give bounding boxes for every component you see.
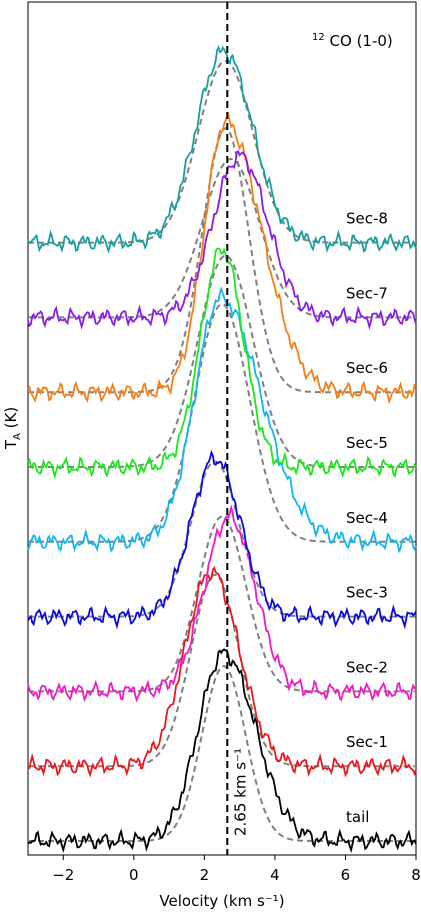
- x-axis: −2 0 2 4 6 8: [52, 855, 421, 884]
- series-label-sec-7: Sec-7: [346, 284, 388, 302]
- series-label-tail: tail: [346, 808, 369, 826]
- y-axis-label-symbol: T: [2, 439, 20, 450]
- plot-area: 2.65 km s⁻¹ tail Sec-1 Sec-2 Sec-3 Sec-4 Sec-…: [27, 1, 417, 856]
- spectrum-tail: [27, 648, 417, 854]
- molecule-isotope-superscript: 12: [312, 32, 325, 43]
- x-tick-label: 6: [341, 866, 351, 884]
- spectrum-sec-5: [27, 247, 417, 480]
- x-tick-label: −2: [52, 866, 74, 884]
- fit-curve-sec-7: [28, 157, 416, 319]
- molecule-label: 12 CO (1-0): [312, 26, 393, 50]
- series-label-sec-6: Sec-6: [346, 359, 388, 377]
- x-axis-label: Velocity (km s⁻¹): [159, 892, 284, 910]
- series-label-sec-4: Sec-4: [346, 509, 388, 527]
- spectrum-sec-1: [27, 566, 417, 778]
- x-tick-label: 2: [200, 866, 210, 884]
- x-tick-label: 8: [411, 866, 421, 884]
- x-tick-label: 4: [270, 866, 280, 884]
- series-labels: tail Sec-1 Sec-2 Sec-3 Sec-4 Sec-5 Sec-6 Sec-7 S…: [346, 210, 388, 826]
- x-tick-label: 0: [129, 866, 139, 884]
- plot-frame: [27, 1, 417, 856]
- systemic-velocity-label: 2.65 km s⁻¹: [231, 748, 249, 836]
- fit-curve-sec-6: [28, 127, 416, 394]
- spectrum-sec-4: [27, 286, 417, 554]
- observed-spectra: [27, 45, 417, 854]
- y-axis-label-unit: (K): [2, 407, 20, 433]
- spectrum-sec-7: [27, 149, 417, 330]
- series-label-sec-2: Sec-2: [346, 658, 388, 676]
- series-label-sec-8: Sec-8: [346, 210, 388, 228]
- fit-curve-sec-4: [28, 303, 416, 543]
- y-axis-label-subscript: A: [12, 433, 23, 440]
- spectrum-sec-8: [27, 45, 417, 254]
- spectrum-sec-3: [27, 449, 417, 630]
- series-label-sec-3: Sec-3: [346, 584, 388, 602]
- fit-curve-sec-8: [28, 60, 416, 244]
- series-label-sec-5: Sec-5: [346, 434, 388, 452]
- spectrum-sec-2: [27, 504, 417, 703]
- spectrum-sec-6: [27, 112, 417, 405]
- series-label-sec-1: Sec-1: [346, 733, 388, 751]
- fit-curve-sec-5: [28, 254, 416, 468]
- y-axis-label: TA (K): [2, 407, 23, 450]
- molecule-name: CO (1-0): [330, 32, 393, 50]
